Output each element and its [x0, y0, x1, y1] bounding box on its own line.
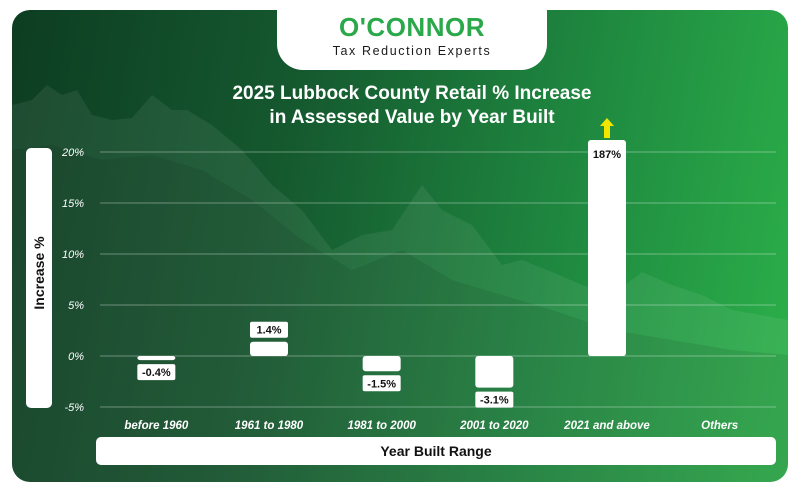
bar [362, 356, 401, 372]
x-tick-label: 2021 and above [563, 420, 650, 432]
chart-title-line-1: 2025 Lubbock County Retail % Increase [232, 83, 592, 104]
data-label: -1.5% [367, 378, 396, 390]
y-tick-label: 20% [61, 147, 84, 159]
brand-tagline: Tax Reduction Experts [332, 44, 492, 58]
bar [475, 356, 514, 388]
y-tick-label: 0% [68, 351, 84, 363]
data-label: -3.1% [480, 395, 509, 407]
chart-card: O'CONNOR Tax Reduction Experts 2025 Lubb… [12, 10, 788, 482]
data-label: -0.4% [142, 367, 171, 379]
bar-layer [137, 118, 626, 388]
x-tick-label: 2001 to 2020 [459, 420, 529, 432]
brand-logo: O'CONNOR [339, 12, 485, 42]
y-tick-label: 10% [62, 249, 84, 261]
bar [250, 341, 288, 356]
grid-layer [100, 151, 776, 408]
bar [137, 356, 176, 361]
x-tick-label: 1961 to 1980 [235, 420, 304, 432]
bar [588, 140, 626, 356]
data-label-box [250, 321, 288, 338]
background-hills [12, 85, 788, 482]
chart-title-line-2: in Assessed Value by Year Built [269, 107, 555, 128]
axis-break-arrow [600, 118, 614, 138]
x-axis-label: Year Built Range [96, 437, 776, 465]
label-layer: -5% 0% 5% 10% 15% 20% before 1960 -0.4% 1961 to … [61, 147, 738, 432]
x-tick-label: Others [701, 420, 738, 432]
data-label-box [475, 391, 514, 408]
y-tick-label: -5% [64, 402, 84, 414]
data-label-box [362, 375, 401, 392]
data-label-box [137, 364, 176, 381]
plot-area: -5% 0% 5% 10% 15% 20% before 1960 -0.4% 1961 to … [61, 118, 776, 432]
x-tick-label: 1981 to 2000 [347, 420, 416, 432]
y-tick-label: 15% [62, 198, 84, 210]
data-label: 187% [593, 149, 621, 161]
chart-title: 2025 Lubbock County Retail % Increase in… [162, 82, 662, 130]
y-tick-label: 5% [68, 300, 84, 312]
x-tick-label: before 1960 [124, 420, 189, 432]
y-axis-label-box: Increase % [26, 148, 52, 408]
logo-tab: O'CONNOR Tax Reduction Experts [277, 10, 547, 70]
data-label: 1.4% [256, 325, 281, 337]
